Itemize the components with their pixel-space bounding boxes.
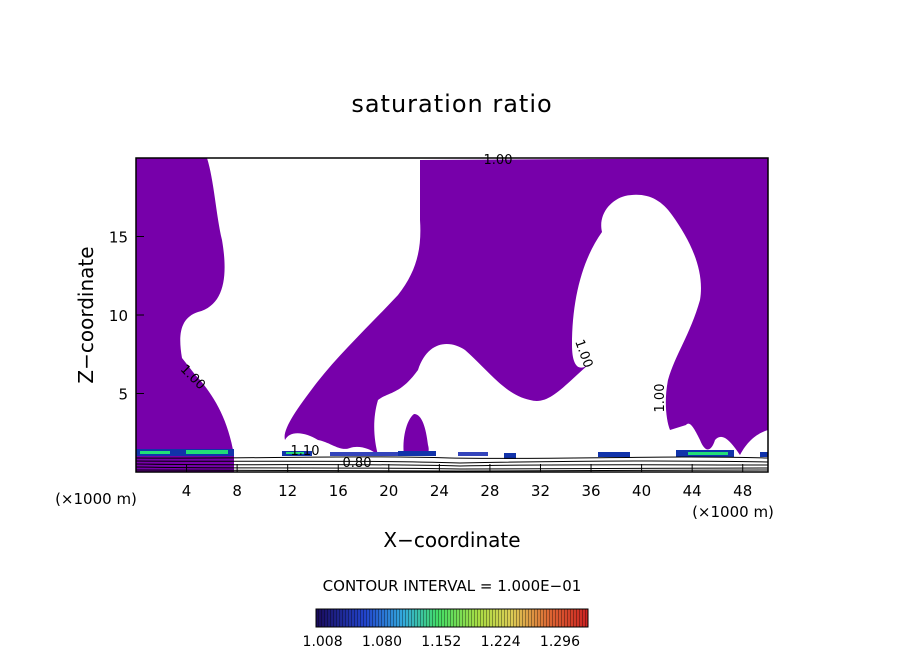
x-axis-label: X−coordinate xyxy=(383,528,520,552)
contour-label: 1.00 xyxy=(484,153,513,168)
colorbar-ticks: 1.008 1.080 1.152 1.224 1.296 xyxy=(303,634,581,650)
x-tick-label: 4 xyxy=(182,482,192,500)
saturation-region-tower xyxy=(403,414,429,456)
colorbar xyxy=(315,608,589,628)
colorbar-tick-label: 1.224 xyxy=(481,634,521,650)
colorbar-tick-label: 1.296 xyxy=(540,634,580,650)
colorbar-tick-label: 1.152 xyxy=(421,634,461,650)
y-tick-label: 5 xyxy=(118,386,128,404)
y-tick-label: 15 xyxy=(109,229,128,247)
contour-label: 1.00 xyxy=(653,384,668,413)
saturation-region-center xyxy=(284,158,768,455)
saturation-region-left xyxy=(136,158,234,472)
x-tick-label: 32 xyxy=(531,482,550,500)
chart-title: saturation ratio xyxy=(351,90,552,118)
x-tick-label: 44 xyxy=(683,482,702,500)
contour-interval-text: CONTOUR INTERVAL = 1.000E−01 xyxy=(323,577,582,595)
low-level-bands xyxy=(136,449,768,459)
plot-area: 1.00 1.00 1.00 1.00 1.10 0.80 xyxy=(135,153,769,473)
contour-label: 1.10 xyxy=(291,444,320,459)
ground-contours xyxy=(135,456,769,472)
x-unit-left: (×1000 m) xyxy=(55,490,137,508)
x-tick-label: 8 xyxy=(232,482,242,500)
x-tick-label: 16 xyxy=(329,482,348,500)
y-axis-label: Z−coordinate xyxy=(74,246,98,383)
x-tick-label: 40 xyxy=(632,482,651,500)
x-tick-label: 36 xyxy=(581,482,600,500)
x-tick-label: 28 xyxy=(480,482,499,500)
x-unit-right: (×1000 m) xyxy=(692,503,774,521)
colorbar-tick-label: 1.080 xyxy=(362,634,402,650)
colorbar-tick-label: 1.008 xyxy=(303,634,343,650)
y-tick-label: 10 xyxy=(109,307,128,325)
x-tick-label: 48 xyxy=(733,482,752,500)
x-axis: 4 8 12 16 20 24 28 32 36 40 44 48 xyxy=(182,464,752,500)
x-tick-label: 20 xyxy=(379,482,398,500)
x-tick-label: 12 xyxy=(278,482,297,500)
x-tick-label: 24 xyxy=(430,482,449,500)
contour-label: 0.80 xyxy=(343,456,372,471)
y-axis: 5 10 15 xyxy=(109,229,144,404)
